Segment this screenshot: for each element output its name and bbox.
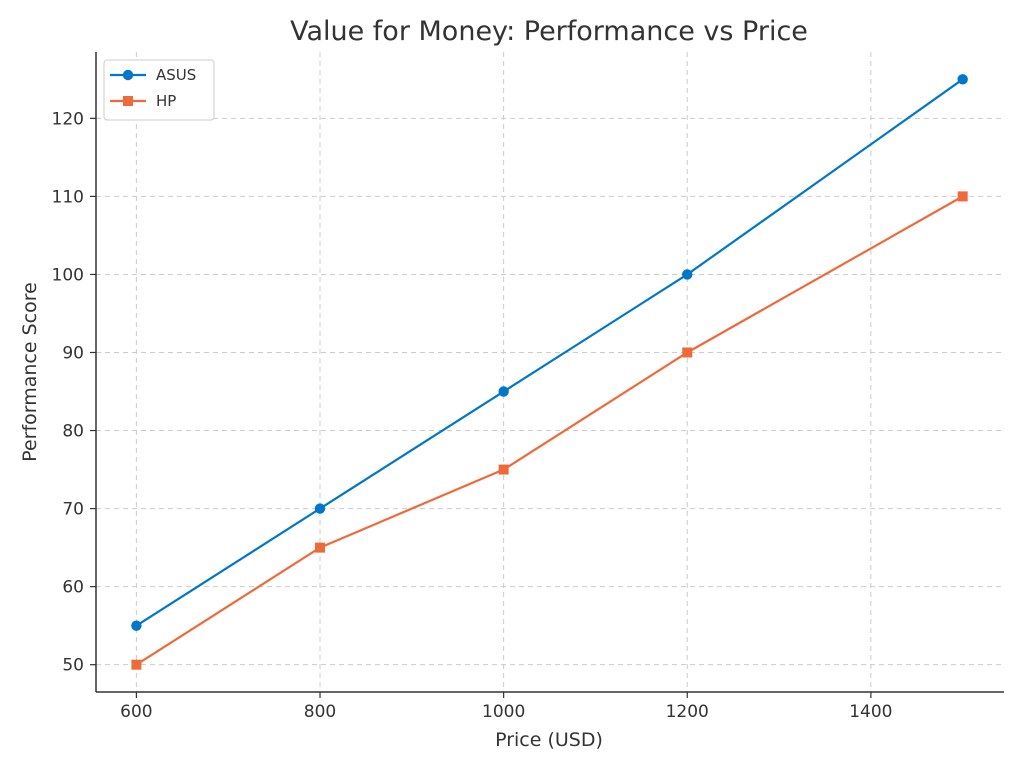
y-tick-label: 110 xyxy=(52,187,84,207)
x-tick-label: 600 xyxy=(120,702,152,722)
legend-label: ASUS xyxy=(156,66,196,84)
x-tick-label: 800 xyxy=(304,702,336,722)
data-point-hp xyxy=(315,542,326,553)
y-tick-label: 120 xyxy=(52,109,84,129)
x-axis-ticks: 600 800 1000 1200 1400 xyxy=(120,692,893,722)
series-asus xyxy=(131,74,968,631)
data-point-hp xyxy=(131,659,142,670)
x-tick-label: 1200 xyxy=(666,702,709,722)
y-tick-label: 50 xyxy=(62,656,84,676)
series xyxy=(131,74,968,670)
x-tick-label: 1000 xyxy=(482,702,525,722)
data-point-hp xyxy=(957,191,968,202)
y-axis-ticks: 50 60 70 80 90 100 110 120 xyxy=(52,109,96,676)
series-hp xyxy=(131,191,968,670)
data-point-asus xyxy=(131,620,142,631)
x-axis-label: Price (USD) xyxy=(495,729,603,751)
data-point-hp xyxy=(682,347,693,358)
data-point-hp xyxy=(498,464,509,475)
legend-item-asus: ASUS xyxy=(110,66,196,84)
x-tick-label: 1400 xyxy=(849,702,892,722)
grid xyxy=(96,52,1004,692)
y-tick-label: 60 xyxy=(62,578,84,598)
y-tick-label: 90 xyxy=(62,343,84,363)
data-point-asus xyxy=(957,74,968,85)
y-tick-label: 80 xyxy=(62,422,84,442)
chart-title: Value for Money: Performance vs Price xyxy=(290,16,808,47)
data-point-asus xyxy=(682,269,693,280)
data-point-asus xyxy=(314,503,326,514)
y-tick-label: 70 xyxy=(62,500,84,520)
y-tick-label: 100 xyxy=(52,265,84,285)
legend-marker xyxy=(122,69,134,81)
y-axis-label: Performance Score xyxy=(19,282,41,462)
legend-label: HP xyxy=(156,92,176,110)
legend-item-hp: HP xyxy=(110,92,176,110)
legend: ASUS HP xyxy=(103,59,215,121)
data-point-asus xyxy=(498,386,509,397)
legend-marker xyxy=(123,96,133,106)
